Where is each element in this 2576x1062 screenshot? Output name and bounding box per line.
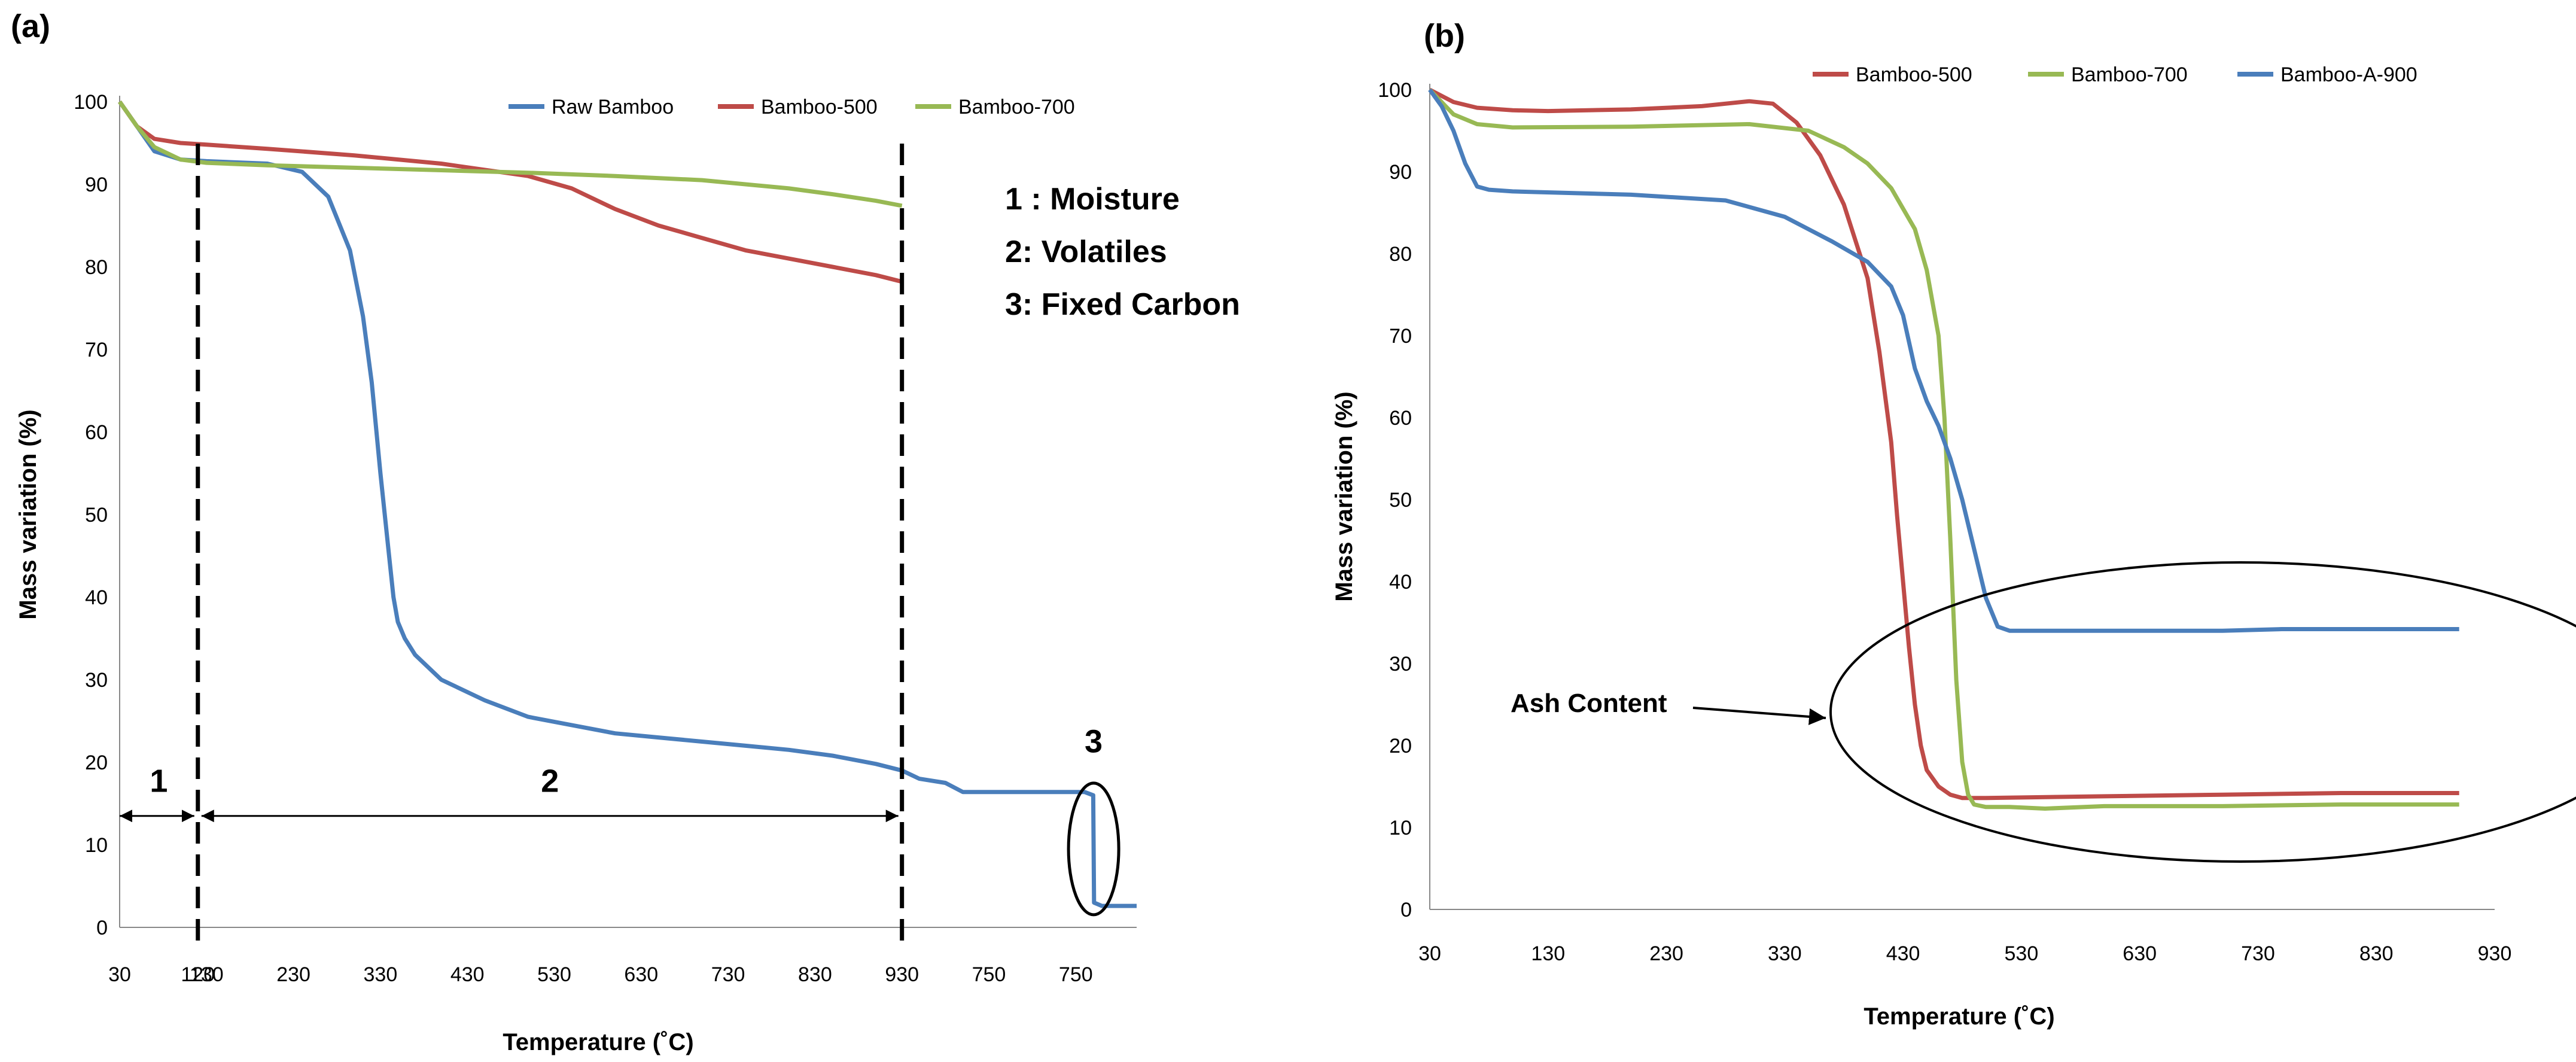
- panel-b-series-line-2: [1428, 88, 2459, 811]
- panel-a-y-tick-label: 0: [96, 917, 108, 939]
- panel-b-y-tick-label: 70: [1389, 325, 1412, 348]
- panel-b-legend-label: Bamboo-500: [1856, 63, 1972, 86]
- panel-a-x-tick-label: 750: [1059, 963, 1093, 986]
- panel-b-series-line-3: [1428, 88, 2459, 633]
- panel-a-fixed-carbon-ellipse: [1067, 781, 1120, 917]
- panel-a-x-axis-title: Temperature (˚C): [503, 1029, 693, 1055]
- panel-a-y-tick-label: 50: [85, 504, 108, 527]
- panel-b-y-tick-label: 60: [1389, 407, 1412, 430]
- panel-b-y-tick-label: 20: [1389, 735, 1412, 757]
- panel-a-x-tick-label: 330: [364, 963, 398, 986]
- panel-a-x-tick-label: 630: [624, 963, 658, 986]
- panel-a-x-tick-label: 30: [108, 963, 131, 986]
- panel-b-x-tick-label: 30: [1418, 942, 1441, 965]
- panel-b-ash-content-ellipse: [1829, 561, 2576, 863]
- panel-b-x-tick-label: 230: [1649, 942, 1683, 965]
- panel-b-y-tick-label: 40: [1389, 571, 1412, 594]
- panel-b-x-tick-label: 430: [1886, 942, 1920, 965]
- panel-b-ash-content-arrow: [1692, 707, 1826, 725]
- panel-b-x-tick-label: 330: [1768, 942, 1802, 965]
- panel-a-legend-label: Bamboo-700: [958, 96, 1075, 118]
- panel-b-y-tick-label: 30: [1389, 653, 1412, 675]
- panel-b-x-tick-label: 830: [2359, 942, 2394, 965]
- panel-b-ash-content-label: Ash Content: [1511, 689, 1667, 718]
- panel-a-y-tick-label: 30: [85, 669, 108, 692]
- panel-b-y-tick-label: 10: [1389, 817, 1412, 839]
- panel-a-x-tick-label: 750: [972, 963, 1006, 986]
- panel-a-y-tick-label: 60: [85, 421, 108, 444]
- panel-b-y-tick-label: 0: [1400, 899, 1412, 921]
- panel-b-legend-label: Bamboo-A-900: [2280, 63, 2417, 86]
- panel-a-series-line-2: [118, 100, 903, 284]
- panel-a-y-tick-label: 80: [85, 256, 108, 279]
- panel-b-x-tick-label: 730: [2241, 942, 2275, 965]
- panel-a-legend-label: Bamboo-500: [761, 96, 878, 118]
- panel-a-x-tick-label: 230: [276, 963, 310, 986]
- panel-a-y-tick-label: 100: [74, 91, 108, 114]
- panel-b-y-tick-label: 50: [1389, 489, 1412, 512]
- panel-b-y-tick-label: 100: [1378, 79, 1412, 102]
- panel-a-label: (a): [11, 8, 50, 44]
- panel-b: (b) 0 10 20 30 40 50 60 70 80 90 100 30 130 230 330 43…: [1331, 18, 2576, 1030]
- panel-b-y-axis-title: Mass variation (%): [1331, 391, 1357, 601]
- panel-a-annotation: 3: Fixed Carbon: [1005, 287, 1240, 322]
- panel-a-y-tick-label: 40: [85, 586, 108, 609]
- panel-a-x-tick-label: 730: [711, 963, 745, 986]
- panel-b-x-tick-label: 130: [1531, 942, 1565, 965]
- panel-a-series-line-3: [118, 100, 903, 208]
- panel-b-x-tick-label: 630: [2123, 942, 2157, 965]
- panel-b-label: (b): [1424, 18, 1465, 54]
- panel-b-y-tick-label: 80: [1389, 243, 1412, 266]
- panel-b-x-axis-title: Temperature (˚C): [1864, 1003, 2054, 1030]
- panel-b-y-tick-label: 90: [1389, 161, 1412, 184]
- panel-a-y-tick-label: 90: [85, 174, 108, 196]
- panel-a-annotation: 2: Volatiles: [1005, 235, 1167, 269]
- panel-a-x-tick-label: 930: [885, 963, 919, 986]
- panel-a-x-tick-label: 120: [181, 963, 215, 986]
- panel-a-x-tick-label: 130: [190, 963, 224, 986]
- panel-b-legend-label: Bamboo-700: [2071, 63, 2188, 86]
- panel-a-y-tick-label: 70: [85, 339, 108, 361]
- panel-a-y-axis-title: Mass variation (%): [15, 409, 41, 619]
- panel-a-y-tick-label: 10: [85, 834, 108, 857]
- panel-a-x-tick-label: 530: [537, 963, 571, 986]
- panel-a-x-tick-label: 830: [798, 963, 832, 986]
- panel-a-x-tick-label: 430: [450, 963, 485, 986]
- panel-a-region-1-label: 1: [150, 763, 168, 799]
- panel-a-annotation: 1 : Moisture: [1005, 182, 1180, 217]
- panel-a-series-line-1: [118, 100, 1137, 908]
- panel-a-region-3-label: 3: [1085, 723, 1103, 759]
- panel-a-legend-label: Raw Bamboo: [552, 96, 674, 118]
- panel-b-x-tick-label: 530: [2005, 942, 2039, 965]
- panel-b-x-tick-label: 930: [2478, 942, 2512, 965]
- panel-a-y-tick-label: 20: [85, 751, 108, 774]
- panel-a-region-2-label: 2: [541, 763, 559, 799]
